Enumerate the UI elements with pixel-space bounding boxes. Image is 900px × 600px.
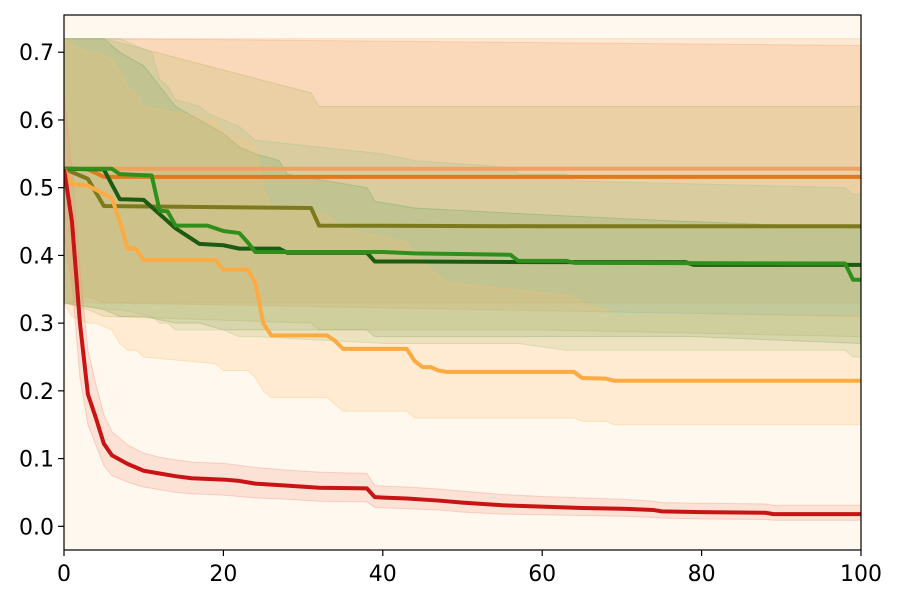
y-tick-label: 0.6: [19, 109, 54, 134]
y-tick-label: 0.5: [19, 177, 54, 202]
y-tick-label: 0.1: [19, 448, 54, 473]
x-tick-label: 40: [369, 562, 397, 587]
x-axis: 0 20 40 60 80 100: [57, 550, 882, 587]
series-line-6: [64, 167, 861, 383]
plot-area-background: [64, 15, 861, 550]
y-tick-label: 0.0: [19, 515, 54, 540]
confidence-band-6: [64, 38, 861, 426]
series-line-7: [64, 168, 861, 517]
y-axis: 0.0 0.1 0.2 0.3 0.4 0.5 0.6 0.7: [19, 41, 64, 540]
x-tick-label: 100: [840, 562, 882, 587]
x-tick-label: 80: [688, 562, 716, 587]
series-lines: [64, 166, 861, 517]
confidence-band-7: [64, 92, 861, 521]
series-line-5: [64, 166, 861, 282]
plot-frame: [63, 14, 862, 551]
confidence-band-4: [64, 38, 861, 344]
y-tick-label: 0.3: [19, 312, 54, 337]
y-tick-label: 0.7: [19, 41, 54, 66]
y-tick-label: 0.2: [19, 380, 54, 405]
confidence-bands: [64, 38, 861, 521]
x-tick-label: 20: [209, 562, 237, 587]
series-line-3: [64, 166, 861, 229]
confidence-band-5: [64, 38, 861, 358]
y-tick-label: 0.4: [19, 244, 54, 269]
x-tick-label: 0: [57, 562, 71, 587]
x-tick-label: 60: [528, 562, 556, 587]
confidence-band-1: [64, 38, 861, 304]
